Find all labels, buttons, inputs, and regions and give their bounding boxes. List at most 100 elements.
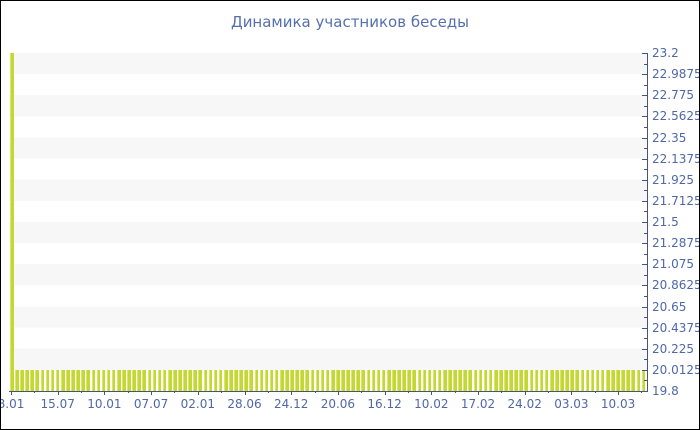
bar xyxy=(422,369,427,391)
bar xyxy=(269,369,274,391)
bar xyxy=(437,369,442,391)
bar xyxy=(341,369,345,391)
bar xyxy=(290,369,294,391)
bar xyxy=(336,369,340,391)
bar xyxy=(239,369,243,391)
y-axis-tick-label: 21.5 xyxy=(652,215,679,229)
bar xyxy=(442,369,447,391)
bar xyxy=(285,369,289,391)
x-axis-tick-label: 8.01 xyxy=(0,397,25,411)
bar xyxy=(458,369,462,391)
axis-tick xyxy=(11,391,12,395)
y-axis-tick-label: 21.075 xyxy=(652,257,694,272)
bar xyxy=(30,369,34,391)
axis-tick xyxy=(104,391,106,395)
bar xyxy=(96,369,101,391)
axis-tick xyxy=(267,391,269,393)
bar xyxy=(167,369,172,391)
axis-tick xyxy=(57,391,59,395)
bar xyxy=(534,369,539,391)
bar xyxy=(519,369,523,391)
bar xyxy=(330,369,335,391)
bar xyxy=(223,369,228,391)
bar xyxy=(544,369,549,391)
bar xyxy=(636,369,641,391)
bar xyxy=(397,369,401,391)
bar xyxy=(407,369,411,391)
axis-tick xyxy=(644,148,647,150)
axis-tick xyxy=(34,391,36,393)
bar xyxy=(122,369,126,391)
bar xyxy=(529,369,534,391)
axis-tick xyxy=(644,126,647,128)
bar xyxy=(295,369,299,391)
bar xyxy=(20,369,24,391)
axis-tick xyxy=(642,158,648,160)
bar xyxy=(86,369,90,391)
bar xyxy=(570,369,574,391)
bar xyxy=(381,369,386,391)
y-axis-tick-label: 22.1375 xyxy=(652,151,700,166)
bar xyxy=(91,369,96,391)
axis-tick xyxy=(642,285,648,287)
bar xyxy=(514,369,518,391)
axis-tick xyxy=(644,359,647,361)
bar xyxy=(183,369,187,391)
bar xyxy=(229,369,233,391)
y-axis-tick-label: 21.2875 xyxy=(652,236,700,251)
bar xyxy=(626,369,630,391)
axis-tick xyxy=(244,391,246,395)
axis-tick xyxy=(454,391,456,393)
bar xyxy=(356,369,360,391)
axis-tick xyxy=(642,348,648,350)
bar xyxy=(402,369,406,391)
bar xyxy=(279,369,284,391)
axis-tick xyxy=(642,243,648,245)
axis-tick xyxy=(571,391,573,395)
y-axis-tick-label: 19.8 xyxy=(652,384,679,398)
bar xyxy=(249,369,253,391)
y-axis-tick-label: 20.0125 xyxy=(652,362,700,377)
axis-tick xyxy=(644,317,647,319)
bar xyxy=(549,369,554,391)
bar xyxy=(208,369,213,391)
axis-tick xyxy=(644,295,647,297)
bar xyxy=(575,369,579,391)
bar xyxy=(585,369,590,391)
bar xyxy=(35,369,40,391)
axis-tick xyxy=(81,391,83,393)
bar xyxy=(611,369,615,391)
y-axis-tick-label: 22.35 xyxy=(652,130,687,145)
axis-tick xyxy=(644,380,647,382)
y-axis-tick-label: 22.775 xyxy=(652,88,694,103)
bar xyxy=(412,369,416,391)
bar xyxy=(60,369,65,391)
axis-tick xyxy=(174,391,176,393)
axis-tick xyxy=(642,179,648,181)
y-axis-tick-label: 20.65 xyxy=(652,299,687,314)
bar xyxy=(50,369,55,391)
x-axis-tick-label: 16.12 xyxy=(367,397,402,411)
x-axis-tick-label: 24.02 xyxy=(507,397,542,411)
bar xyxy=(76,369,80,391)
axis-tick xyxy=(594,391,596,393)
y-axis-tick-label: 20.4375 xyxy=(652,320,700,335)
bar xyxy=(493,369,498,391)
bar xyxy=(600,369,605,391)
bar xyxy=(188,369,192,391)
bar xyxy=(641,369,646,391)
bar xyxy=(213,369,218,391)
x-axis-tick-label: 02.01 xyxy=(180,397,215,411)
x-axis-tick-label: 24.12 xyxy=(274,397,309,411)
axis-tick xyxy=(384,391,386,395)
bar xyxy=(376,369,381,391)
x-axis-tick-label: 17.02 xyxy=(460,397,496,411)
bar xyxy=(142,369,147,391)
bar xyxy=(580,369,585,391)
bar xyxy=(101,369,106,391)
axis-tick xyxy=(644,84,647,86)
x-axis-tick-label: 10.02 xyxy=(414,397,449,411)
bar xyxy=(539,369,544,391)
bar xyxy=(310,369,315,391)
axis-tick xyxy=(642,74,648,76)
